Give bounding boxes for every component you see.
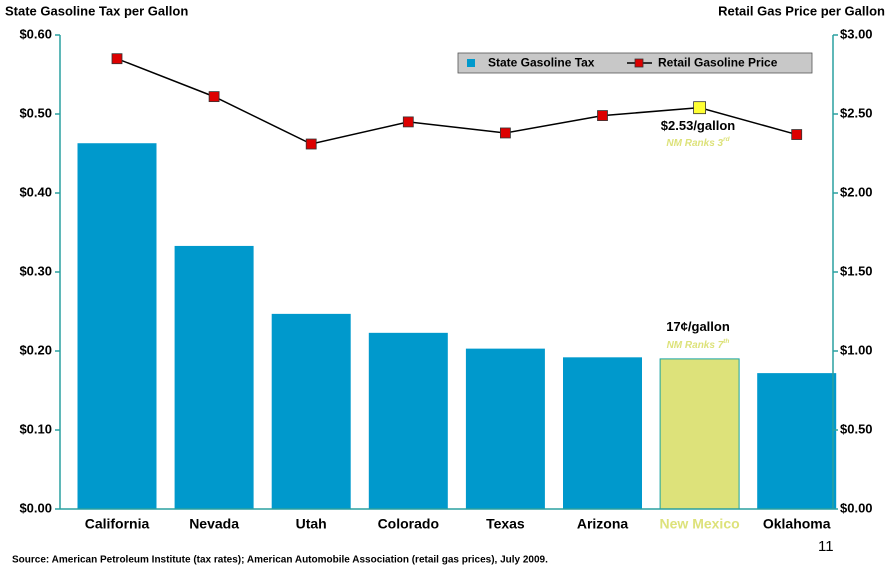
y-tick-label: $0.10 [19,421,52,436]
legend-label: Retail Gasoline Price [658,56,778,70]
y-tick-label: $0.00 [19,500,52,515]
annotation: NM Ranks 3rd [666,136,730,149]
price-marker [111,53,123,65]
y2-tick-label: $2.00 [840,184,873,199]
y2-tick-label: $0.00 [840,500,873,515]
annotation: $2.53/gallon [661,118,735,133]
x-tick-label: Oklahoma [763,516,831,532]
page-number: 11 [818,538,834,555]
x-tick-label: Utah [296,516,327,532]
y-tick-label: $0.20 [19,342,52,357]
bar [271,313,351,509]
legend-swatch [467,59,475,67]
y-tick-label: $0.50 [19,105,52,120]
price-marker [499,127,511,139]
x-tick-label: California [85,516,150,532]
annotation-sup: rd [723,136,731,143]
y-axis-title: State Gasoline Tax per Gallon [5,3,188,18]
x-tick-label: Nevada [189,516,239,532]
bar [174,245,254,509]
price-line [116,58,797,145]
x-tick-label: Colorado [378,516,439,532]
annotation: 17¢/gallon [666,319,730,334]
x-tick-label: Arizona [577,516,629,532]
annotation-text: NM Ranks 7 [667,340,724,351]
annotation-text: $2.53/gallon [661,118,735,133]
y-tick-label: $0.40 [19,184,52,199]
annotation-text: NM Ranks 3 [666,138,723,149]
y2-tick-label: $1.00 [840,342,873,357]
annotation: NM Ranks 7th [667,338,730,351]
price-marker [597,110,608,121]
y-tick-label: $0.30 [19,263,52,278]
y2-tick-label: $2.50 [840,105,873,120]
legend-label: State Gasoline Tax [488,56,595,70]
annotation-sup: th [723,338,729,345]
legend-marker [634,58,644,68]
price-marker [208,91,220,103]
y-tick-label: $0.60 [19,26,52,41]
bar [757,373,837,509]
x-tick-label: New Mexico [660,516,740,532]
bar [659,358,740,510]
source: Source: American Petroleum Institute (ta… [12,555,548,566]
y2-axis-title: Retail Gas Price per Gallon [718,3,885,18]
bar [465,348,545,509]
y2-tick-label: $0.50 [840,421,873,436]
price-marker [693,101,706,115]
price-marker [305,138,317,150]
x-tick-label: Texas [486,516,525,532]
bar [77,143,157,510]
y2-tick-label: $1.50 [840,263,873,278]
price-marker [791,129,803,140]
annotation-text: 17¢/gallon [666,319,730,334]
bar [563,357,642,509]
bar [368,332,448,509]
price-marker [402,116,414,128]
y2-tick-label: $3.00 [840,26,873,41]
